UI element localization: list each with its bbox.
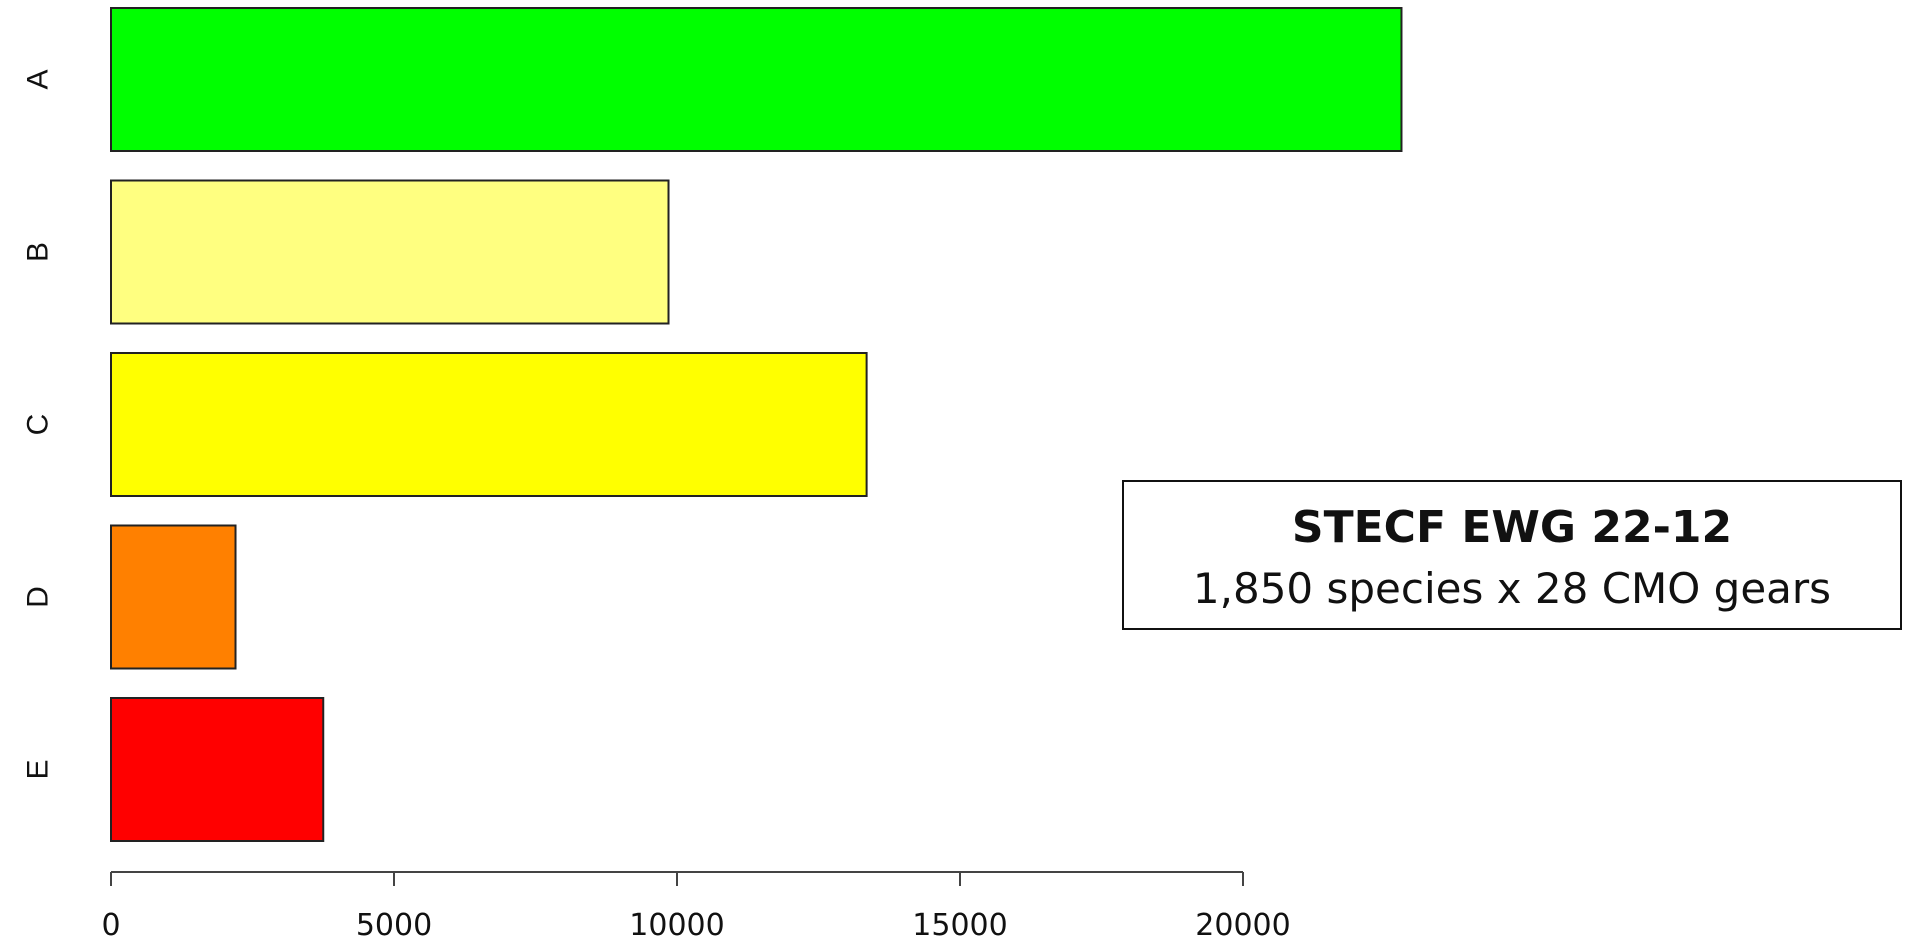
x-tick-label-5000: 5000 [356,908,432,942]
category-label-c: C [22,414,55,436]
category-label-d: D [22,586,55,608]
bars-group [110,7,1403,842]
x-tick-label-10000: 10000 [629,908,724,942]
x-tick-label-15000: 15000 [912,908,1007,942]
info-box: STECF EWG 22-12 1,850 species x 28 CMO g… [1122,480,1902,630]
info-box-subtitle: 1,850 species x 28 CMO gears [1192,564,1832,613]
bar-a [110,7,1403,152]
x-axis: 0 5000 10000 15000 20000 [101,871,1291,942]
bar-c [110,352,868,497]
bar-b [110,179,670,325]
category-label-e: E [22,759,55,779]
x-tick-label-0: 0 [101,908,120,942]
category-label-a: A [22,69,55,89]
category-labels-group: A B C D E [22,69,55,779]
bar-e [110,697,325,842]
x-tick-label-20000: 20000 [1195,908,1290,942]
category-label-b: B [22,242,55,262]
info-box-title: STECF EWG 22-12 [1291,502,1733,553]
bar-d [110,524,237,670]
